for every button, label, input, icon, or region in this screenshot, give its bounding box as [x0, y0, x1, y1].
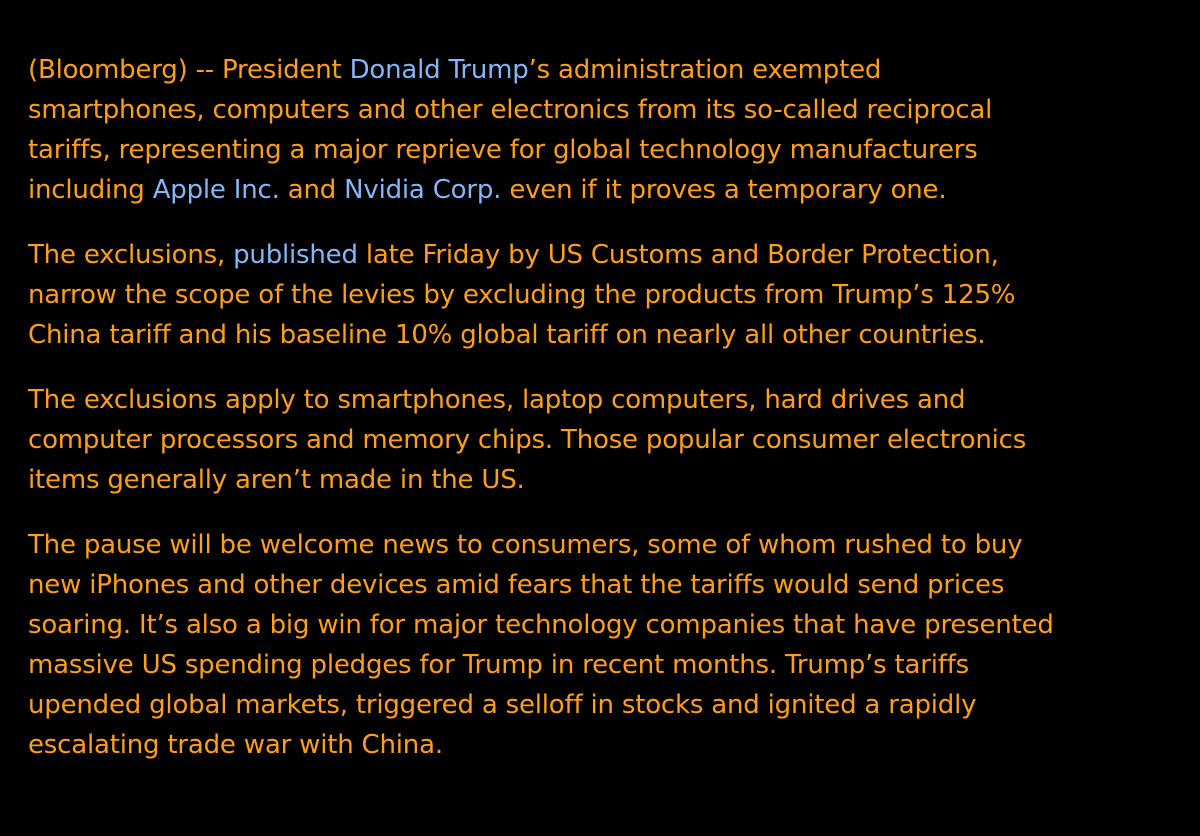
text-line: including Apple Inc. and Nvidia Corp. ev… — [28, 170, 1193, 210]
text-line: (Bloomberg) -- President Donald Trump’s … — [28, 50, 1193, 90]
text: China tariff and his baseline 10% global… — [28, 320, 986, 350]
text-line: computer processors and memory chips. Th… — [28, 420, 1193, 460]
text: upended global markets, triggered a sell… — [28, 690, 977, 720]
paragraph: The pause will be welcome news to consum… — [28, 525, 1193, 765]
text: The pause will be welcome news to consum… — [28, 530, 1023, 560]
text: escalating trade war with China. — [28, 730, 443, 760]
link[interactable]: published — [233, 240, 358, 270]
paragraph: (Bloomberg) -- President Donald Trump’s … — [28, 50, 1193, 210]
link[interactable]: Apple Inc. — [152, 175, 280, 205]
text-line: upended global markets, triggered a sell… — [28, 685, 1193, 725]
text-line: soaring. It’s also a big win for major t… — [28, 605, 1193, 645]
text-line: massive US spending pledges for Trump in… — [28, 645, 1193, 685]
text: The exclusions, — [28, 240, 234, 270]
text: computer processors and memory chips. Th… — [28, 425, 1027, 455]
text: smartphones, computers and other electro… — [28, 95, 993, 125]
text-line: tariffs, representing a major reprieve f… — [28, 130, 1193, 170]
text: even if it proves a temporary one. — [501, 175, 947, 205]
paragraph: The exclusions, published late Friday by… — [28, 235, 1193, 355]
text: The exclusions apply to smartphones, lap… — [28, 385, 966, 415]
link[interactable]: Donald Trump — [349, 55, 529, 85]
text: tariffs, representing a major reprieve f… — [28, 135, 978, 165]
text: ’s administration exempted — [528, 55, 882, 85]
text: items generally aren’t made in the US. — [28, 465, 525, 495]
text: including — [28, 175, 153, 205]
link[interactable]: Nvidia Corp. — [344, 175, 502, 205]
text-line: China tariff and his baseline 10% global… — [28, 315, 1193, 355]
text-line: items generally aren’t made in the US. — [28, 460, 1193, 500]
text-line: The exclusions, published late Friday by… — [28, 235, 1193, 275]
text-line: narrow the scope of the levies by exclud… — [28, 275, 1193, 315]
text: late Friday by US Customs and Border Pro… — [357, 240, 999, 270]
text-line: smartphones, computers and other electro… — [28, 90, 1193, 130]
text-line: The exclusions apply to smartphones, lap… — [28, 380, 1193, 420]
text: and — [279, 175, 345, 205]
text-line: new iPhones and other devices amid fears… — [28, 565, 1193, 605]
text: soaring. It’s also a big win for major t… — [28, 610, 1054, 640]
text: narrow the scope of the levies by exclud… — [28, 280, 1016, 310]
text: new iPhones and other devices amid fears… — [28, 570, 1005, 600]
text: (Bloomberg) -- President — [28, 55, 350, 85]
text-line: The pause will be welcome news to consum… — [28, 525, 1193, 565]
article: (Bloomberg) -- President Donald Trump’s … — [28, 50, 1193, 790]
text: massive US spending pledges for Trump in… — [28, 650, 969, 680]
text-line: escalating trade war with China. — [28, 725, 1193, 765]
paragraph: The exclusions apply to smartphones, lap… — [28, 380, 1193, 500]
